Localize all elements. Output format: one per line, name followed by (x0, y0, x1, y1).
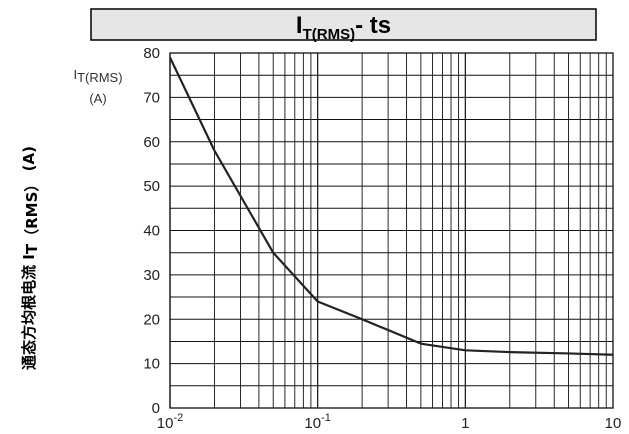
y-unit-symbol: IT(RMS) (73, 67, 122, 85)
y-tick-label: 30 (143, 267, 160, 284)
y-tick-label: 40 (143, 223, 160, 240)
plot-frame (169, 52, 614, 409)
x-tick-labels: 10-2 10-1 1 10 (157, 412, 622, 432)
y-unit-main: I (73, 67, 77, 82)
x-tick-label: 10-2 (157, 412, 183, 432)
y-unit-sub: T(RMS) (77, 70, 123, 85)
chart-title: IT(RMS)- ts (296, 12, 391, 43)
chart-title-box (90, 8, 597, 41)
y-tick-label: 60 (143, 134, 160, 151)
y-axis-label-sub: T（RMS） (23, 177, 41, 255)
x-tick-label: 1 (461, 415, 469, 432)
y-tick-labels: 0 10 20 30 40 50 60 70 80 (143, 45, 160, 417)
chart-title-main: I (296, 12, 303, 39)
x-tick-label: 10 (605, 415, 622, 432)
y-axis-label-main: 通态方均根电流 I (20, 254, 38, 370)
y-axis-label: 通态方均根电流 IT（RMS） (A) (20, 146, 41, 370)
y-tick-label: 20 (143, 311, 160, 328)
y-tick-label: 0 (152, 400, 160, 417)
chart-grid (169, 52, 613, 409)
chart-title-subscript: T(RMS) (303, 26, 356, 43)
y-unit: (A) (89, 91, 106, 106)
y-tick-label: 70 (143, 89, 160, 106)
y-tick-label: 80 (143, 45, 160, 62)
y-tick-label: 50 (143, 178, 160, 195)
y-axis-label-unit: (A) (20, 146, 38, 177)
x-tick-label: 10-1 (304, 412, 330, 432)
series-line (169, 56, 614, 356)
chart-title-tail: - ts (355, 12, 391, 39)
y-tick-label: 10 (143, 356, 160, 373)
